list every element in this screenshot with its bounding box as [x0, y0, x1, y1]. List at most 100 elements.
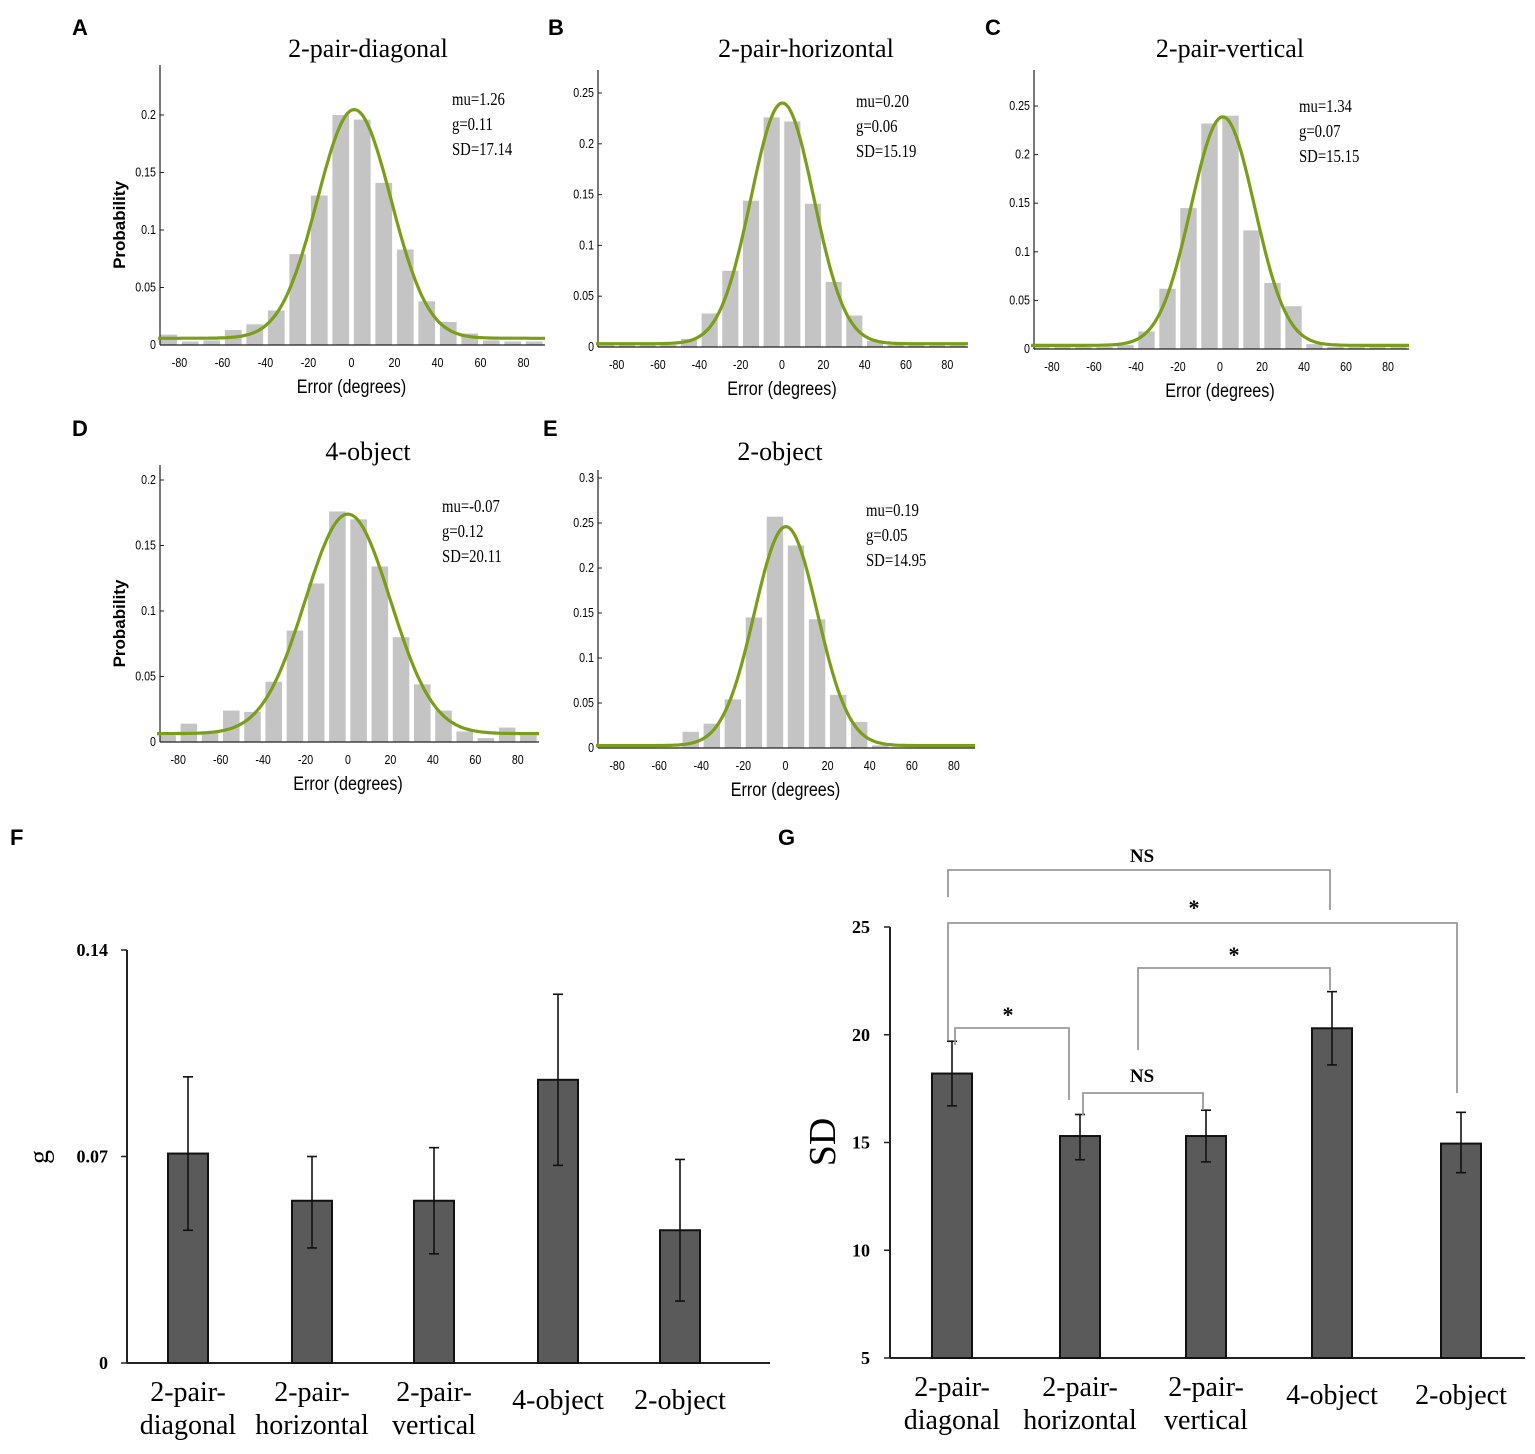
y-tick-label: 0.15 [573, 187, 594, 202]
x-tick-label: -40 [692, 357, 708, 372]
panel-title: 2-pair-horizontal [718, 34, 894, 63]
x-tick-label: 80 [512, 752, 524, 767]
y-axis-label: Probability [110, 181, 129, 269]
y-tick-label: 0.1 [141, 222, 156, 237]
category-label: horizontal [255, 1410, 369, 1441]
y-tick-label: 0.05 [1009, 292, 1030, 307]
x-tick-label: -80 [1044, 359, 1060, 374]
significance-bracket [947, 922, 1458, 1093]
histogram-bar [887, 344, 904, 347]
category-label: 2-object [1415, 1380, 1507, 1411]
fit-stat: SD=15.15 [1299, 146, 1359, 167]
x-tick-label: 60 [469, 752, 481, 767]
y-tick-label: 0.07 [77, 1147, 109, 1167]
x-tick-label: 40 [859, 357, 871, 372]
histogram-panel-e: E 2-object 0 0.05 0.1 0.15 0.2 0.25 0.3 -80 -60 -40… [543, 416, 975, 800]
y-tick-label: 0.25 [573, 515, 594, 530]
fit-curve [158, 107, 545, 340]
y-tick-label: 0.2 [579, 136, 594, 151]
summary-bar [1059, 1135, 1101, 1360]
fit-curve [596, 524, 975, 748]
histogram-bar [1348, 347, 1365, 349]
histogram-bar [181, 341, 199, 345]
significance-label: NS [1130, 1066, 1154, 1087]
x-tick-label: 40 [432, 355, 444, 370]
histogram-bar [872, 745, 889, 748]
x-tick-label: 80 [941, 357, 953, 372]
histogram-bar [265, 681, 282, 742]
y-tick-label: 20 [852, 1025, 870, 1045]
histogram-panel-a: A 2-pair-diagonal 0 0.05 0.1 0.15 0.2 -80 -60 -40… [72, 15, 545, 397]
x-tick-label: -80 [171, 752, 187, 767]
histogram-bar [477, 738, 495, 742]
x-tick-label: 80 [948, 758, 960, 773]
category-label: diagonal [904, 1405, 1001, 1436]
significance-label: NS [1130, 846, 1154, 867]
x-tick-label: -80 [172, 355, 188, 370]
x-axis-label: Error (degrees) [727, 378, 836, 400]
y-tick-label: 0 [1024, 341, 1030, 356]
summary-bar [1185, 1135, 1227, 1360]
x-tick-label: -20 [298, 752, 314, 767]
y-tick-label: 0.05 [135, 279, 156, 294]
histogram-bar [329, 511, 346, 742]
panel-letter: D [72, 416, 88, 441]
summary-bar [1440, 1142, 1482, 1360]
histogram-bar [1222, 115, 1239, 349]
panel-title: 2-pair-vertical [1156, 34, 1304, 63]
y-tick-label: 0 [99, 1353, 108, 1373]
significance-label: * [1229, 942, 1240, 967]
fit-stat: mu=1.34 [1299, 96, 1352, 117]
panel-title: 2-object [737, 437, 823, 466]
histogram-bar [928, 344, 946, 347]
y-tick-label: 0.1 [579, 237, 594, 252]
x-tick-label: 20 [1256, 359, 1268, 374]
histogram-bar [353, 119, 371, 345]
fit-stat: g=0.12 [442, 521, 483, 542]
y-axis-label: g [24, 1150, 55, 1164]
histogram-bar [908, 344, 925, 347]
x-tick-label: -20 [736, 758, 752, 773]
y-tick-label: 0.05 [573, 288, 594, 303]
histogram-bar [159, 735, 176, 742]
significance-label: * [1189, 895, 1200, 920]
histogram-bar [504, 341, 522, 345]
fit-stat: g=0.07 [1299, 121, 1340, 142]
y-tick-label: 0.05 [573, 695, 594, 710]
histogram-bar [1075, 347, 1092, 349]
category-label: horizontal [1023, 1405, 1137, 1436]
x-tick-label: -80 [609, 758, 625, 773]
fit-stat: SD=15.19 [856, 141, 916, 162]
histogram-bar [1033, 347, 1050, 349]
y-tick-label: 0.15 [135, 164, 156, 179]
histogram-bar [808, 619, 826, 748]
histogram-bar [461, 333, 479, 345]
x-tick-label: 20 [817, 357, 829, 372]
histogram-bar [332, 115, 350, 345]
panel-title: 2-pair-diagonal [288, 34, 448, 63]
histogram-bar [307, 583, 325, 742]
y-tick-label: 0.1 [1015, 244, 1030, 259]
category-label: 4-object [1286, 1380, 1378, 1411]
histogram-bar [392, 637, 410, 742]
fit-stat: g=0.05 [866, 525, 907, 546]
summary-panel-f: F00.070.14g2-pair-diagonal2-pair-horizon… [10, 825, 770, 1441]
x-tick-label: -20 [1170, 359, 1186, 374]
histogram-bar [784, 121, 801, 347]
x-tick-label: 40 [1298, 359, 1310, 374]
histogram-bar [1390, 347, 1407, 349]
x-tick-label: 80 [1382, 359, 1394, 374]
category-label: 2-pair- [914, 1372, 990, 1403]
category-label: diagonal [140, 1410, 237, 1441]
histogram-bar [825, 281, 842, 347]
histogram-bar [482, 340, 500, 345]
histogram-bar [396, 249, 414, 345]
x-tick-label: -80 [609, 357, 625, 372]
histogram-panel-c: C 2-pair-vertical 0 0.05 0.1 0.15 0.2 0.25 -80 -6… [985, 15, 1409, 401]
y-tick-label: 15 [852, 1133, 870, 1153]
y-tick-label: 0.1 [579, 650, 594, 665]
histogram-bar [203, 340, 221, 345]
panel-letter: G [778, 825, 795, 850]
histogram-bar [949, 344, 966, 347]
